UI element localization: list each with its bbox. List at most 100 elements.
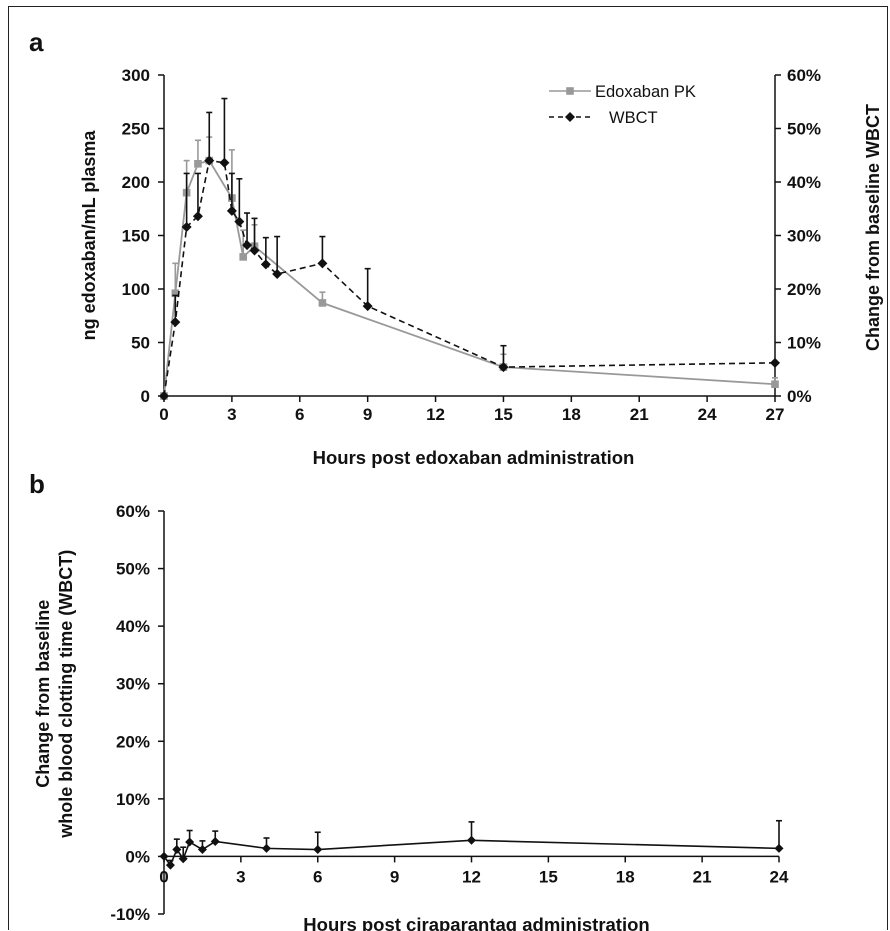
y2tick-label-a-3: 30% [787, 227, 821, 246]
point-b-0-3 [178, 854, 188, 864]
xlabel-a: Hours post edoxaban administration [313, 447, 635, 468]
point-a-1-2 [181, 221, 192, 232]
y2tick-label-a-4: 40% [787, 173, 821, 192]
errorbar-a-1-2 [183, 172, 190, 227]
ylabel-a: ng edoxaban/mL plasma [79, 130, 99, 341]
xtick-label-b-8: 24 [770, 867, 789, 886]
errorbar-a-1-13 [364, 267, 371, 307]
ytick-label-a-3: 150 [122, 227, 150, 246]
panel-label-a: a [29, 27, 44, 57]
point-a-1-4 [204, 155, 215, 166]
errorbar-a-1-5 [221, 97, 228, 163]
xtick-label-a-9: 27 [766, 405, 785, 424]
ytick-label-b-0: -10% [110, 905, 150, 924]
point-a-1-0 [159, 391, 169, 401]
point-a-1-13 [362, 301, 373, 312]
errorbar-a-1-4 [206, 111, 213, 161]
errorbar-a-1-11 [274, 235, 281, 275]
point-a-1-3 [192, 211, 203, 222]
ylabel-b-line-1: whole blood clotting time (WBCT) [56, 550, 76, 839]
point-a-1-9 [249, 245, 260, 256]
point-a-1-14 [498, 362, 509, 373]
ytick-label-a-0: 0 [141, 387, 150, 406]
xtick-label-b-4: 12 [462, 867, 481, 886]
point-b-0-9 [467, 835, 476, 845]
ylabel-b: Change from baseline whole blood clotting… [33, 550, 76, 839]
xtick-label-b-2: 6 [313, 867, 322, 886]
errorbar-a-1-6 [228, 172, 235, 211]
y2tick-label-a-2: 20% [787, 280, 821, 299]
chart-svg: a0501001502002503000%10%20%30%40%50%60%0… [29, 27, 883, 931]
point-a-0-10 [771, 380, 779, 389]
legend: Edoxaban PK WBCT [549, 83, 696, 127]
xtick-label-a-8: 24 [698, 405, 717, 424]
xtick-label-a-1: 3 [227, 405, 236, 424]
y2tick-label-a-0: 0% [787, 387, 812, 406]
xtick-label-b-0: 0 [159, 867, 168, 886]
point-b-0-6 [210, 836, 220, 846]
point-a-1-15 [770, 357, 780, 368]
point-a-0-6 [239, 253, 248, 261]
xlabel-b: Hours post ciraparantag administration [303, 914, 649, 931]
ytick-label-b-4: 30% [116, 675, 150, 694]
errorbar-a-1-7 [236, 177, 243, 222]
panel-a: a 0 50 100 150 200 250 300 0% 10% 20% 30% 40% 50% 60% 0… [29, 27, 883, 468]
xtick-label-b-1: 3 [236, 867, 245, 886]
xtick-label-a-2: 6 [295, 405, 304, 424]
point-b-0-7 [262, 843, 271, 853]
ytick-label-b-5: 40% [116, 617, 150, 636]
xtick-label-b-5: 15 [539, 867, 558, 886]
series-line-a-0 [163, 159, 776, 397]
panel-label-b: b [29, 469, 45, 499]
point-a-1-12 [317, 258, 328, 269]
point-a-0-1 [171, 289, 180, 298]
ytick-label-a-4: 200 [122, 173, 150, 192]
ylabel-b-line-0: Change from baseline [33, 600, 53, 788]
ytick-label-a-2: 100 [122, 280, 150, 299]
point-a-0-8 [318, 299, 327, 307]
point-b-0-2 [172, 845, 182, 855]
xtick-label-a-6: 18 [562, 405, 581, 424]
legend-label-1: WBCT [609, 109, 658, 127]
ytick-label-a-1: 50 [131, 334, 150, 353]
ytick-label-a-6: 300 [122, 66, 150, 85]
errorbar-a-1-8 [244, 212, 251, 246]
ytick-label-b-6: 50% [116, 560, 150, 579]
xtick-label-a-0: 0 [159, 405, 168, 424]
series-line-a-1 [163, 159, 776, 397]
xtick-label-a-5: 15 [494, 405, 513, 424]
point-b-0-5 [197, 845, 207, 855]
xtick-label-a-4: 12 [426, 405, 445, 424]
point-a-1-7 [234, 216, 245, 227]
ytick-label-b-7: 60% [116, 502, 150, 521]
errorbar-b-0-10 [776, 819, 782, 849]
ytick-label-b-2: 10% [116, 790, 150, 809]
point-a-1-11 [272, 269, 283, 280]
errorbar-a-1-9 [251, 217, 258, 251]
legend-marker-1 [565, 112, 575, 122]
panel-b: b -10% 0% 10% 20% 30% 40% 50% 60% 0 3 6 9 12 15 18 21 24 H… [29, 469, 789, 931]
errorbar-a-0-1 [172, 262, 179, 294]
point-a-1-1 [170, 317, 181, 328]
xtick-label-b-6: 18 [616, 867, 635, 886]
y2tick-label-a-6: 60% [787, 66, 821, 85]
xtick-label-b-7: 21 [693, 867, 712, 886]
ytick-label-b-1: 0% [125, 847, 150, 866]
point-a-1-6 [226, 205, 237, 216]
ytick-label-a-5: 250 [122, 120, 150, 139]
point-b-0-0 [159, 851, 169, 861]
errorbar-a-1-3 [194, 172, 201, 217]
xtick-label-a-3: 9 [363, 405, 372, 424]
legend-label-0: Edoxaban PK [595, 83, 696, 101]
point-b-0-10 [774, 843, 784, 853]
legend-marker-0 [566, 87, 574, 95]
y2label-a: Change from baseline WBCT [863, 104, 883, 351]
ytick-label-b-3: 20% [116, 732, 150, 751]
point-b-0-1 [165, 860, 175, 870]
point-a-1-10 [260, 259, 271, 270]
point-a-0-3 [194, 160, 202, 168]
y2tick-label-a-5: 50% [787, 120, 821, 139]
y2tick-label-a-1: 10% [787, 334, 821, 353]
point-a-1-8 [242, 240, 253, 251]
xtick-label-a-7: 21 [630, 405, 649, 424]
